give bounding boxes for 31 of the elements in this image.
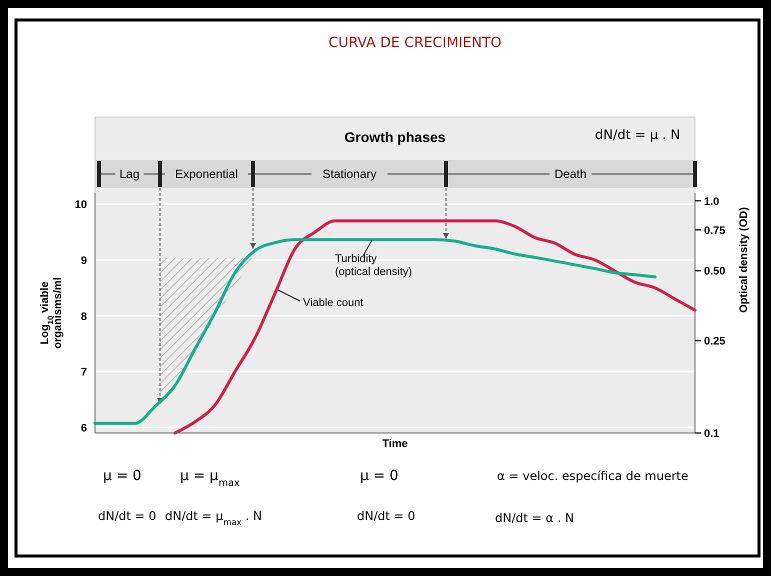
text: Exponential — [175, 167, 238, 181]
text: dN/dt = 0 — [98, 509, 156, 523]
line-series — [94, 238, 656, 425]
text: dN/dt = μ . N — [595, 128, 680, 143]
text: μ = 0 — [360, 468, 398, 484]
text: Viable count — [303, 297, 364, 309]
y-tick-label: 7 — [80, 366, 87, 379]
y2-tick-label: 0.75 — [704, 224, 726, 237]
line-series — [174, 219, 696, 434]
text: Death — [554, 167, 587, 181]
text: μ = μ$_{max}$ — [180, 468, 240, 488]
text: α = veloc. específica de muerte — [497, 469, 688, 483]
text: Growth phases — [344, 129, 446, 145]
y2-tick-label: 0.1 — [704, 428, 720, 440]
text: dN/dt = μ$_{max}$ . N — [165, 509, 262, 527]
series-label: Turbidity (optical density) — [335, 253, 412, 278]
text: μ = 0 — [103, 468, 142, 484]
y-tick-label: 10 — [74, 199, 87, 212]
y-tick-label: 8 — [80, 310, 87, 323]
y2-tick-label: 1.0 — [704, 196, 720, 208]
y-tick-label: 6 — [80, 422, 87, 434]
chart-title: CURVA DE CRECIMIENTO — [328, 35, 502, 51]
text: dN/dt = 0 — [357, 509, 416, 523]
y-tick-label: 9 — [80, 254, 87, 267]
x-axis-title: Time — [382, 438, 408, 450]
y2-tick-label: 0.50 — [704, 266, 726, 278]
y2-tick-label: 0.25 — [704, 336, 726, 348]
text: Lag — [119, 167, 140, 181]
text: Stationary — [322, 167, 377, 181]
text: dN/dt = α . N — [495, 511, 574, 525]
y2-axis-title: Optical density (OD) — [738, 206, 750, 313]
